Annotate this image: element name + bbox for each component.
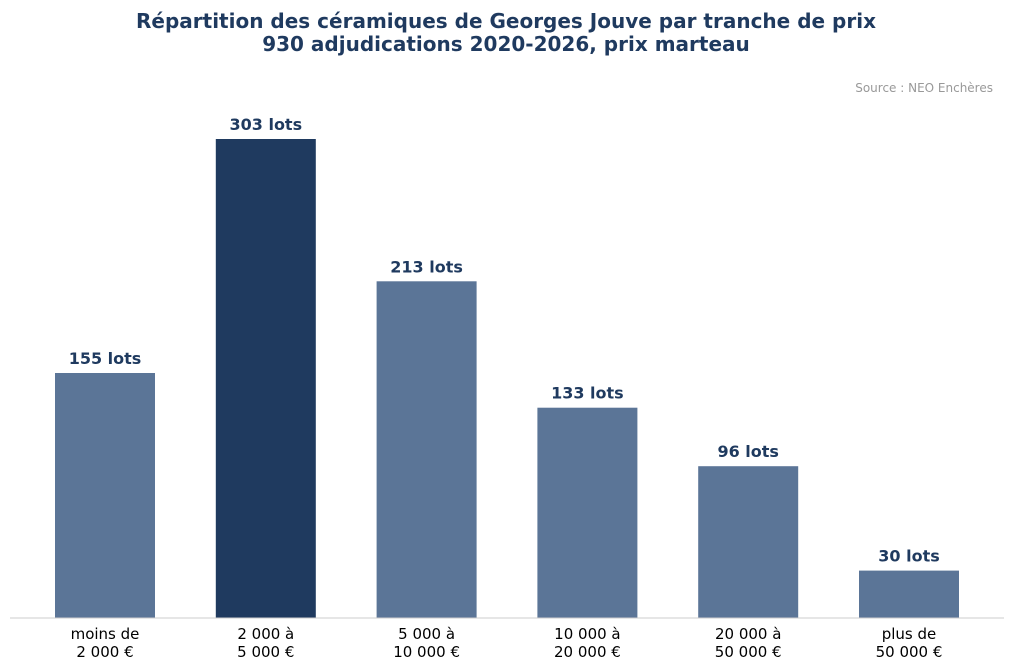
source-note: Source : NEO Enchères [855, 81, 993, 95]
x-tick-label-0-line-1: 2 000 € [76, 643, 133, 661]
value-label-1: 303 lots [229, 115, 302, 134]
value-label-5: 30 lots [878, 547, 939, 566]
x-tick-label-2-line-1: 10 000 € [393, 643, 460, 661]
bar-5 [859, 570, 959, 618]
chart-title-line-1: Répartition des céramiques de Georges Jo… [136, 9, 876, 33]
x-tick-label-3-line-1: 20 000 € [554, 643, 621, 661]
value-label-0: 155 lots [69, 349, 142, 368]
x-tick-label-3-line-0: 10 000 à [554, 625, 620, 643]
bar-1 [215, 139, 316, 618]
x-tick-label-1-line-0: 2 000 à [237, 625, 294, 643]
x-tick-label-0-line-0: moins de [71, 625, 140, 643]
value-label-4: 96 lots [717, 442, 778, 461]
value-label-2: 213 lots [390, 257, 463, 276]
value-label-3: 133 lots [551, 384, 624, 403]
value-labels-group: 155 lots 303 lots 213 lots 133 lots 96 lots 3… [69, 115, 940, 566]
x-tick-labels-group: moins de2 000 €2 000 à5 000 €5 000 à10 0… [71, 625, 943, 661]
bar-4 [698, 466, 799, 618]
x-tick-label-4-line-0: 20 000 à [715, 625, 781, 643]
bar-3 [537, 407, 638, 618]
bar-2 [376, 281, 477, 618]
x-tick-label-2-line-0: 5 000 à [398, 625, 455, 643]
chart-title: Répartition des céramiques de Georges Jo… [136, 9, 876, 56]
bars-group [55, 139, 959, 618]
x-tick-label-1-line-1: 5 000 € [237, 643, 294, 661]
x-tick-label-5-line-1: 50 000 € [876, 643, 943, 661]
bar-0 [55, 373, 155, 618]
chart-title-line-2: 930 adjudications 2020-2026, prix martea… [262, 32, 750, 56]
x-tick-label-4-line-1: 50 000 € [715, 643, 782, 661]
x-tick-label-5-line-0: plus de [882, 625, 937, 643]
